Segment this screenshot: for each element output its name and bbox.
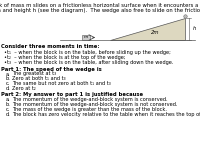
- Text: The greatest at t₃: The greatest at t₃: [12, 72, 56, 77]
- Text: t₃  – when the block is on the table, after sliding down the wedge.: t₃ – when the block is on the table, aft…: [7, 60, 174, 65]
- Text: a.: a.: [6, 97, 11, 102]
- Text: The block has zero velocity relative to the table when it reaches the top of the: The block has zero velocity relative to …: [12, 112, 200, 117]
- Text: The same but not zero at both t₁ and t₃: The same but not zero at both t₁ and t₃: [12, 81, 111, 86]
- Text: t₁  – when the block is on the table, before sliding up the wedge;: t₁ – when the block is on the table, bef…: [7, 50, 171, 55]
- Text: Consider three moments in time:: Consider three moments in time:: [1, 45, 100, 49]
- Text: A block of mass m slides on a frictionless horizontal surface when it encounters: A block of mass m slides on a frictionle…: [0, 2, 200, 7]
- Text: The momentum of the wedge-and-block system is conserved.: The momentum of the wedge-and-block syst…: [12, 97, 168, 102]
- Text: Part 2: My answer to part 1 is justified because: Part 2: My answer to part 1 is justified…: [1, 92, 143, 97]
- Text: a.: a.: [6, 72, 11, 77]
- Text: The mass of the wedge is greater than the mass of the block.: The mass of the wedge is greater than th…: [12, 107, 167, 112]
- Text: m: m: [84, 35, 88, 40]
- Polygon shape: [110, 18, 185, 40]
- Text: b.: b.: [6, 102, 11, 107]
- Text: 2m: 2m: [151, 29, 160, 34]
- Text: b.: b.: [6, 76, 11, 81]
- Text: d.: d.: [6, 112, 11, 117]
- Text: d.: d.: [6, 86, 11, 91]
- Text: •: •: [3, 55, 6, 60]
- Text: Zero at t₂: Zero at t₂: [12, 86, 36, 91]
- Text: h: h: [193, 27, 196, 32]
- Text: Zero at both t₁ and t₃: Zero at both t₁ and t₃: [12, 76, 66, 81]
- Text: The momentum of the wedge-and-block system is not conserved.: The momentum of the wedge-and-block syst…: [12, 102, 178, 107]
- Bar: [82, 35, 90, 40]
- Text: •: •: [3, 60, 6, 65]
- Text: •: •: [3, 50, 6, 55]
- Text: of mass 2m and height h (see the diagram).  The wedge also free to slide on the : of mass 2m and height h (see the diagram…: [0, 8, 200, 13]
- Text: c.: c.: [6, 81, 10, 86]
- Text: c.: c.: [6, 107, 10, 112]
- Text: t₂  – when the block is at the top of the wedge;: t₂ – when the block is at the top of the…: [7, 55, 126, 60]
- Text: Part 1: The speed of the wedge is: Part 1: The speed of the wedge is: [1, 66, 102, 72]
